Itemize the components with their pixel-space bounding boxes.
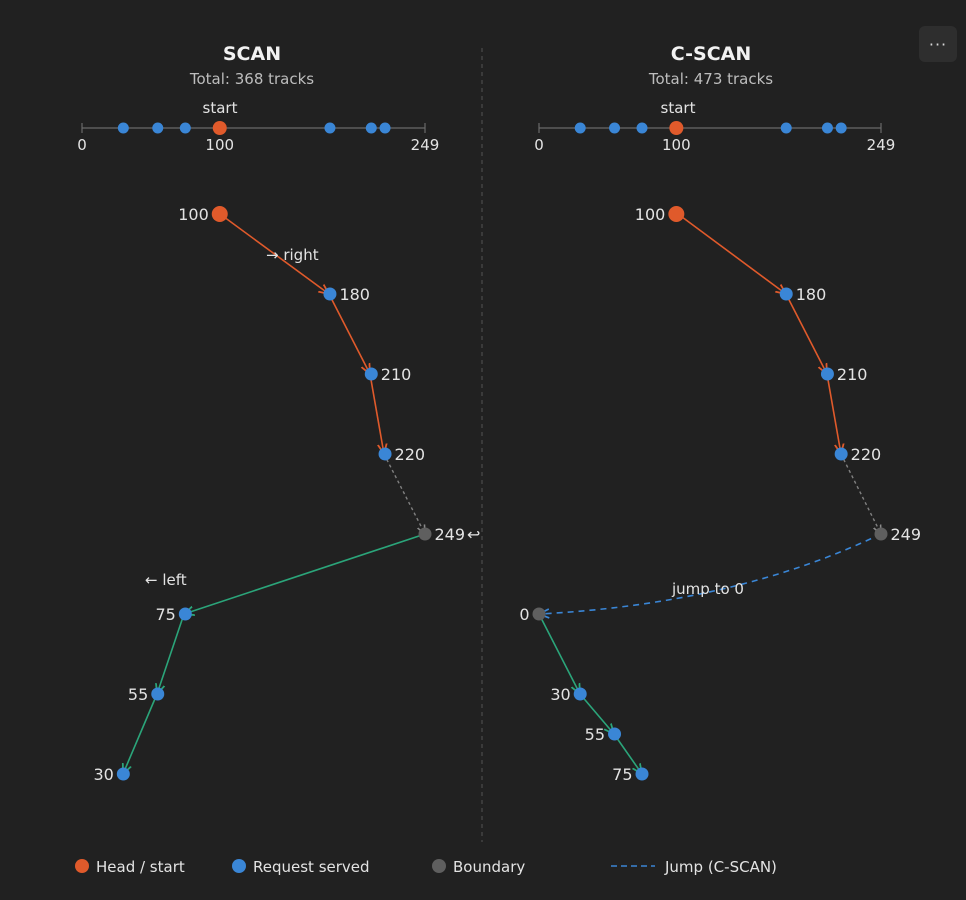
- scan-segment-55-30: [123, 693, 158, 774]
- scan-node-request: [178, 607, 192, 621]
- scan-direction-left-label: ← left: [145, 571, 187, 589]
- cscan-node-head: [668, 206, 685, 222]
- scan-node-label: 249: [435, 525, 466, 544]
- scan-node-request: [323, 287, 337, 301]
- cscan-node-request: [779, 287, 793, 301]
- scan-axis-request-dot: [365, 122, 377, 134]
- scan-segment-210-220: [369, 373, 384, 454]
- scan-segment-75-55: [157, 613, 185, 694]
- cscan-segment-55-75: [613, 733, 642, 774]
- cscan-segment-100-180: [677, 213, 786, 294]
- legend-request-swatch: [232, 859, 246, 873]
- cscan-jump-curve: [539, 533, 882, 614]
- scan-node-label: 180: [339, 285, 370, 304]
- cscan-title: C-SCAN: [671, 43, 752, 65]
- cscan-path: [538, 213, 882, 774]
- scan-node-label: 210: [381, 365, 412, 384]
- scan-start-label: start: [203, 99, 238, 117]
- legend: Head / start Request served Boundary Jum…: [75, 858, 777, 876]
- cscan-node-boundary: [874, 527, 888, 541]
- scan-node-request: [116, 767, 130, 781]
- cscan-node-label: 180: [796, 285, 827, 304]
- cscan-segment-0-30: [538, 613, 580, 694]
- cscan-segment-210-220: [826, 373, 841, 454]
- cscan-axis-tick-label: 0: [534, 136, 544, 154]
- cscan-segment-220-249: [840, 453, 881, 534]
- legend-request-label: Request served: [253, 858, 370, 876]
- cscan-node-request: [573, 687, 587, 701]
- scan-segment-100-180: [219, 213, 329, 294]
- scan-axis-request-dot: [179, 122, 191, 134]
- scan-path: [123, 213, 426, 774]
- cscan-node-request: [608, 727, 622, 741]
- cscan-axis-request-dot: [835, 122, 847, 134]
- legend-head-swatch: [75, 859, 89, 873]
- more-horizontal-icon: ···: [928, 34, 948, 54]
- cscan-node-label: 0: [519, 605, 529, 624]
- cscan-axis-request-dot: [609, 122, 621, 134]
- scan-node-head: [211, 206, 228, 222]
- legend-head-label: Head / start: [96, 858, 185, 876]
- legend-boundary-swatch: [432, 859, 446, 873]
- scan-segment-180-210: [328, 293, 370, 374]
- cscan-jump-label: jump to 0: [671, 580, 744, 598]
- cscan-axis-tick-label: 249: [867, 136, 896, 154]
- legend-boundary-label: Boundary: [453, 858, 525, 876]
- cscan-node-label: 100: [635, 205, 666, 224]
- scan-segment-249-75: [184, 533, 426, 614]
- scan-axis-request-dot: [117, 122, 129, 134]
- cscan-axis-tick-label: 100: [662, 136, 691, 154]
- scan-node-label: 55: [128, 685, 148, 704]
- scan-axis-head-dot: [212, 121, 227, 135]
- scan-node-boundary: [418, 527, 432, 541]
- cscan-segment-180-210: [785, 293, 827, 374]
- scan-direction-right-label: → right: [266, 246, 319, 264]
- scan-total: Total: 368 tracks: [189, 70, 314, 88]
- scan-segment-220-249: [383, 453, 425, 534]
- cscan-start-label: start: [661, 99, 696, 117]
- scan-node-label: 30: [93, 765, 113, 784]
- cscan-node-label: 249: [891, 525, 922, 544]
- cscan-axis-request-dot: [821, 122, 833, 134]
- scan-axis-tick-label: 100: [205, 136, 234, 154]
- cscan-node-request: [834, 447, 848, 461]
- scan-axis-request-dot: [152, 122, 164, 134]
- cscan-node-request: [635, 767, 649, 781]
- legend-jump-label: Jump (C-SCAN): [664, 858, 777, 876]
- scan-node-request: [364, 367, 378, 381]
- scan-node-request: [151, 687, 165, 701]
- generated-marks: 0 100 249 100 180 210 220 249 75 55 30 0 100 249 100 18…: [77, 121, 921, 784]
- scan-axis-request-dot: [379, 122, 391, 134]
- cscan-axis-request-dot: [636, 122, 648, 134]
- scan-title: SCAN: [223, 43, 281, 65]
- cscan-node-label: 220: [851, 445, 882, 464]
- cscan-axis-request-dot: [574, 122, 586, 134]
- cscan-node-boundary: [532, 607, 546, 621]
- cscan-axis-head-dot: [669, 121, 684, 135]
- cscan-node-label: 30: [550, 685, 570, 704]
- scan-node-request: [378, 447, 392, 461]
- more-options-button[interactable]: ···: [919, 26, 957, 62]
- cscan-axis-request-dot: [780, 122, 792, 134]
- cscan-node-label: 75: [612, 765, 632, 784]
- scan-axis-tick-label: 0: [77, 136, 87, 154]
- scan-axis-tick-label: 249: [411, 136, 440, 154]
- cscan-total: Total: 473 tracks: [648, 70, 773, 88]
- cscan-node-request: [820, 367, 834, 381]
- cscan-node-label: 210: [837, 365, 868, 384]
- return-arrow-icon: ↩: [467, 525, 480, 544]
- cscan-node-label: 55: [585, 725, 605, 744]
- scan-axis-request-dot: [324, 122, 336, 134]
- scan-node-label: 75: [155, 605, 175, 624]
- scan-node-label: 220: [395, 445, 426, 464]
- cscan-segment-30-55: [579, 693, 614, 734]
- scan-node-label: 100: [178, 205, 209, 224]
